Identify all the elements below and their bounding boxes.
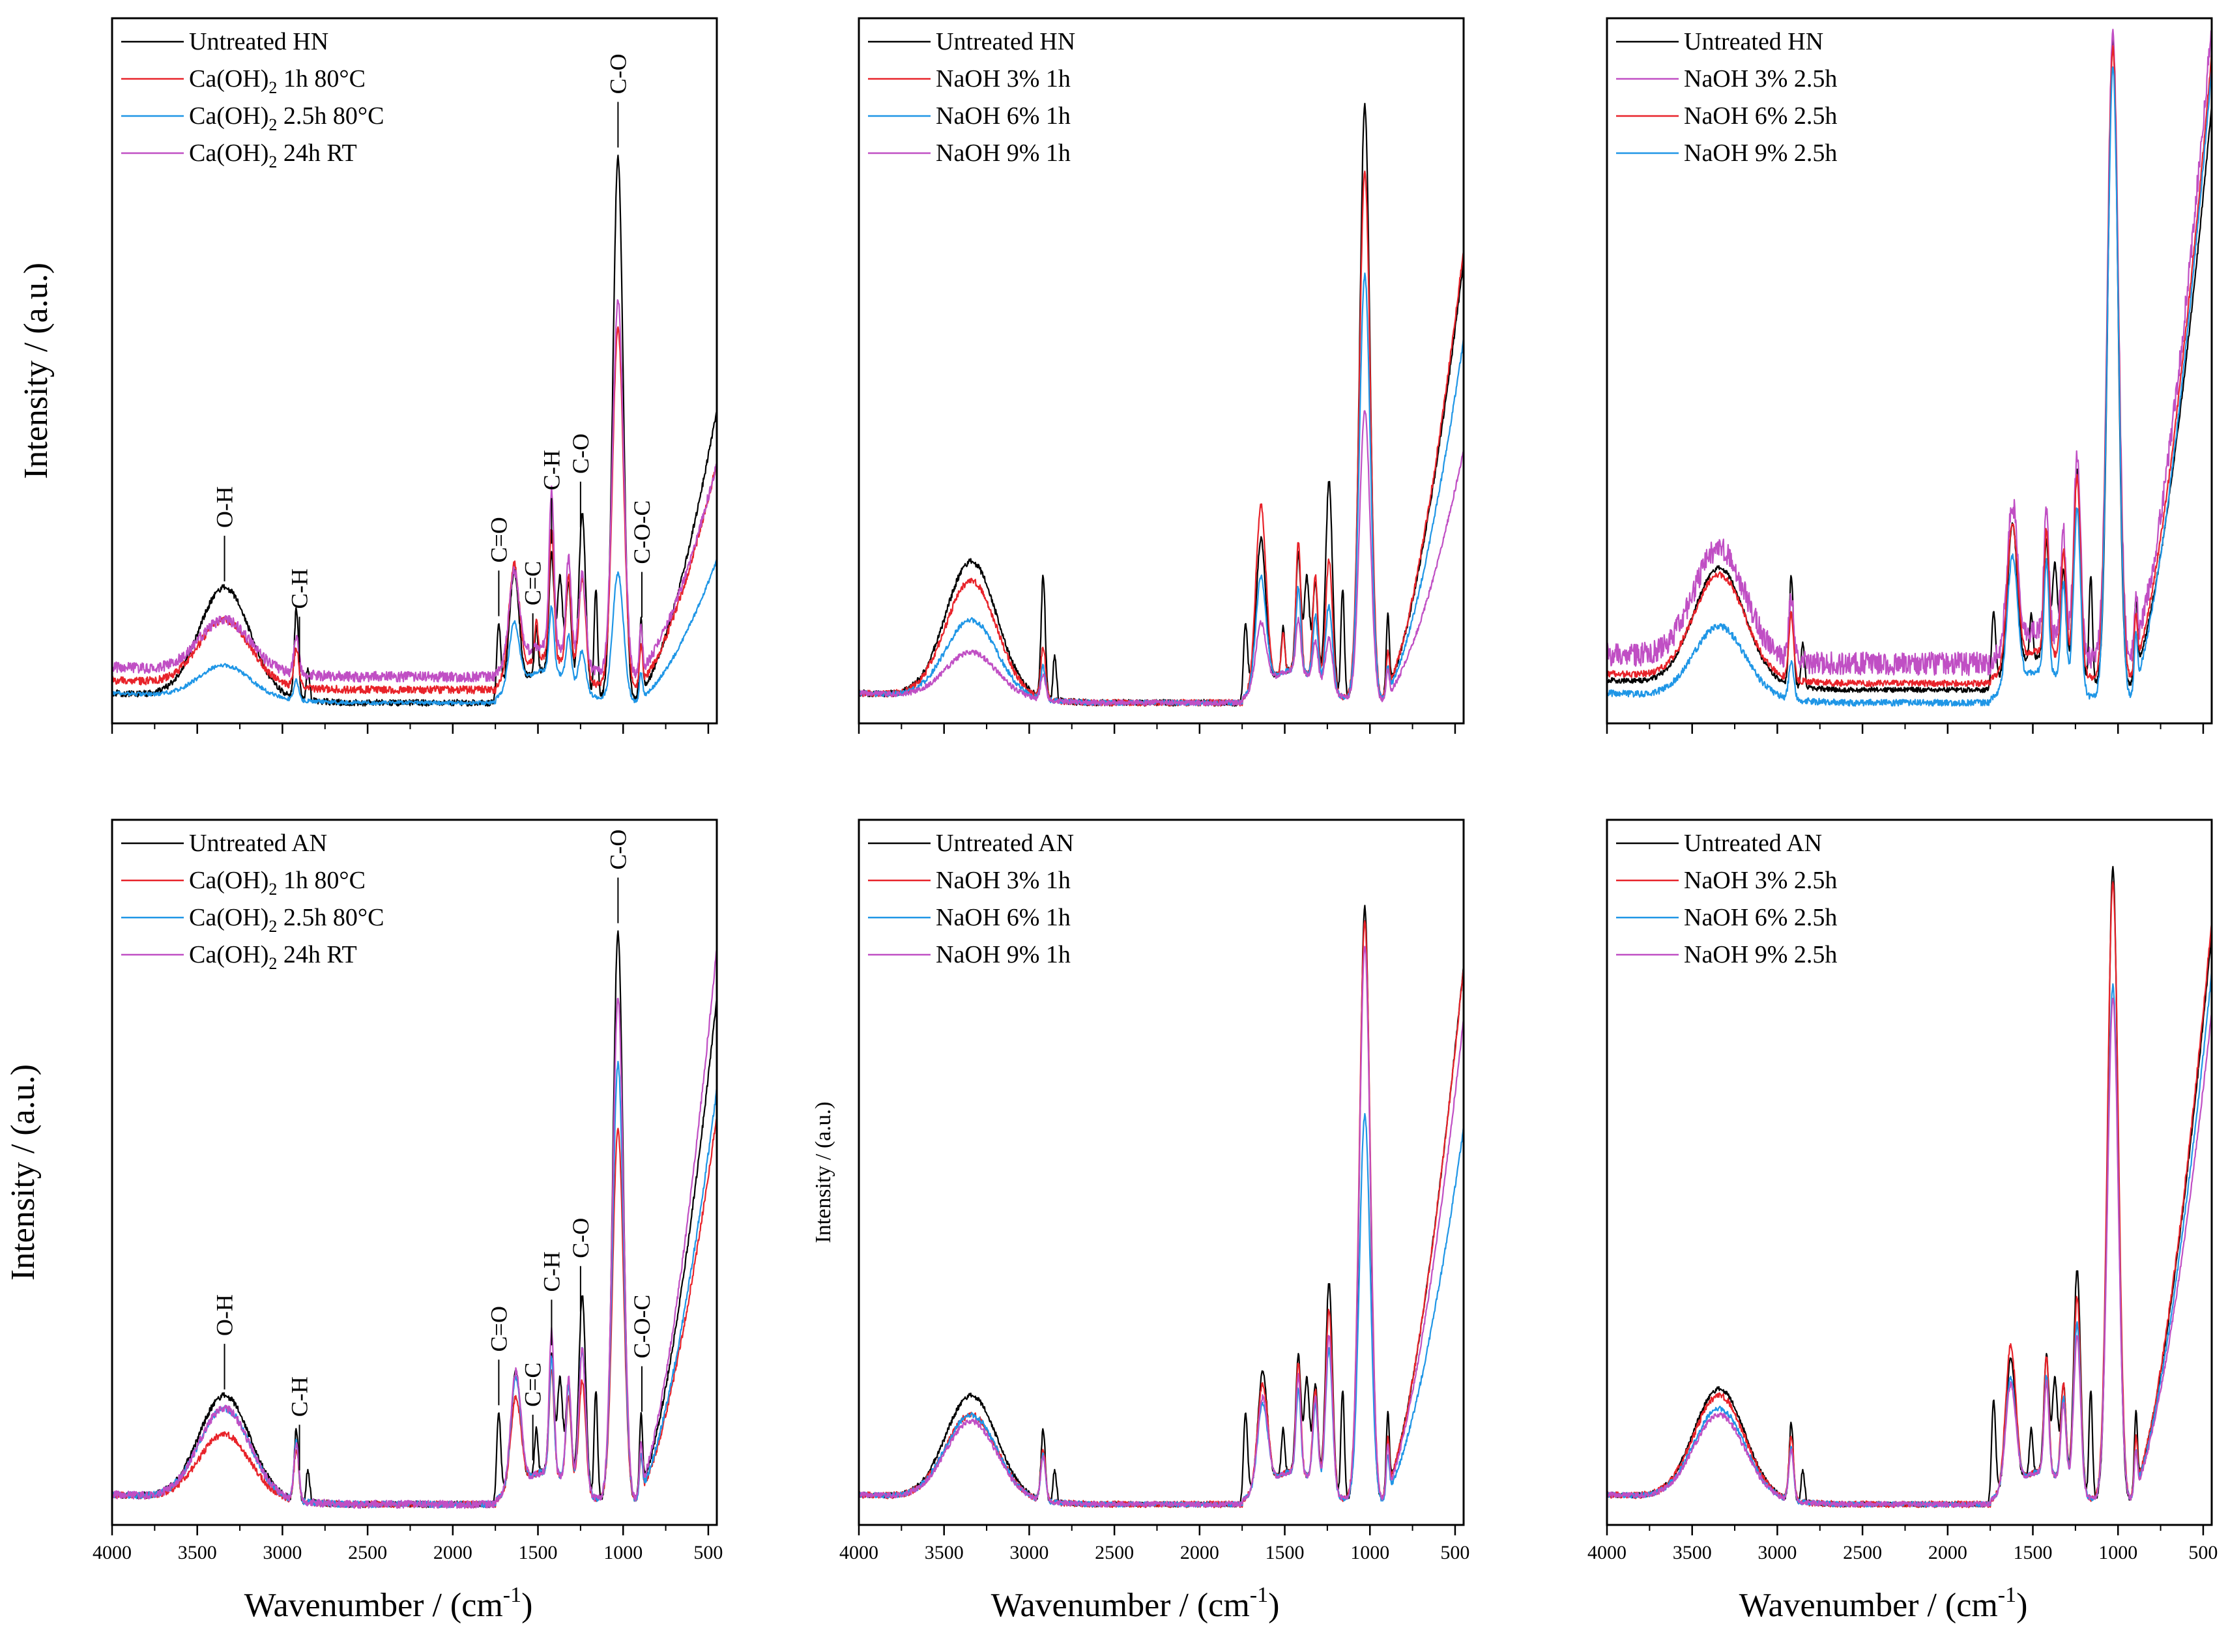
legend-label: NaOH 9% 2.5h	[1684, 941, 1837, 968]
legend-label: Untreated AN	[1684, 830, 1822, 857]
plot-frame	[111, 17, 718, 725]
annotation-label: C-O-C	[629, 1295, 655, 1359]
x-tick-label: 2500	[348, 1542, 387, 1563]
legend-label: Ca(OH)2 2.5h 80°C	[189, 904, 384, 936]
x-tick-label: 3500	[178, 1542, 217, 1563]
x-axis-label: Wavenumber / (cm-1)	[1739, 1583, 2028, 1624]
legend-label: NaOH 3% 2.5h	[1684, 65, 1837, 93]
x-tick-label: 2500	[1843, 1542, 1882, 1563]
legend-label: NaOH 6% 2.5h	[1684, 904, 1837, 931]
legend-label: Ca(OH)2 24h RT	[189, 139, 357, 171]
series-line-1	[111, 154, 717, 707]
series-line-1	[1606, 38, 2212, 693]
x-tick-label: 500	[693, 1542, 723, 1563]
x-tick-label: 1500	[2014, 1542, 2053, 1563]
annotation-label: C-O-C	[629, 500, 655, 564]
legend-label: NaOH 9% 1h	[936, 941, 1071, 968]
annotation-label: C-O	[605, 53, 631, 94]
legend-label: NaOH 6% 1h	[936, 102, 1071, 130]
annotation-label: C=O	[485, 517, 512, 562]
series-line-4	[1606, 997, 2212, 1508]
panel-5: 4000 3500 3000 2500 2000 1500 1000 500 Untreated…	[811, 819, 1469, 1624]
legend-label: Untreated AN	[936, 830, 1074, 857]
series-line-4	[858, 946, 1464, 1508]
legend-label: Untreated HN	[189, 28, 328, 55]
x-tick-label: 3000	[1009, 1542, 1049, 1563]
x-tick-label: 3000	[263, 1542, 302, 1563]
x-tick-label: 3000	[1758, 1542, 1797, 1563]
plot-frame	[1606, 819, 2213, 1526]
x-tick-label: 3500	[925, 1542, 964, 1563]
legend-label: Ca(OH)2 24h RT	[189, 941, 357, 973]
x-tick-label: 1000	[2098, 1542, 2137, 1563]
y-axis-label: Intensity / (a.u.)	[811, 1101, 835, 1243]
legend-label: NaOH 3% 2.5h	[1684, 867, 1837, 894]
panel-1: Untreated HN Ca(OH)2 1h 80°C Ca(OH)2 2.5h …	[18, 17, 718, 734]
annotation-label: C-H	[287, 568, 313, 609]
x-axis-label: Wavenumber / (cm-1)	[991, 1583, 1280, 1624]
legend-label: Untreated AN	[189, 830, 327, 857]
y-axis-label: Intensity / (a.u.)	[5, 1064, 42, 1281]
legend-label: NaOH 3% 1h	[936, 867, 1071, 894]
series-line-3	[111, 558, 717, 706]
x-tick-label: 2000	[433, 1542, 472, 1563]
series-line-4	[858, 410, 1464, 706]
legend-label: NaOH 6% 2.5h	[1684, 102, 1837, 130]
x-tick-label: 500	[1440, 1542, 1469, 1563]
x-tick-label: 4000	[93, 1542, 132, 1563]
legend-label: Untreated HN	[1684, 28, 1823, 55]
annotation-label: C-O	[568, 1218, 594, 1258]
legend-label: Ca(OH)2 1h 80°C	[189, 65, 366, 97]
panel-3: Untreated HN NaOH 3% 2.5h NaOH 6% 2.5h NaOH…	[1606, 17, 2213, 734]
series-line-3	[111, 1060, 717, 1509]
annotation-label: C-H	[538, 1251, 564, 1292]
x-axis-label: Wavenumber / (cm-1)	[244, 1583, 533, 1624]
legend-label: NaOH 3% 1h	[936, 65, 1071, 93]
x-tick-label: 3500	[1673, 1542, 1712, 1563]
annotation-label: C=C	[520, 1363, 546, 1407]
x-tick-label: 1000	[603, 1542, 643, 1563]
legend-label: Untreated HN	[936, 28, 1075, 55]
legend-label: NaOH 9% 2.5h	[1684, 139, 1837, 167]
series-line-1	[858, 905, 1464, 1508]
panel-4: 4000 3500 3000 2500 2000 1500 1000 500 Untreated…	[5, 819, 723, 1624]
x-tick-label: 1000	[1350, 1542, 1389, 1563]
plot-frame	[1606, 17, 2213, 725]
x-tick-label: 2500	[1095, 1542, 1134, 1563]
annotation-label: C-H	[287, 1376, 313, 1417]
plot-frame	[858, 819, 1465, 1526]
series-line-4	[1606, 66, 2212, 707]
annotation-label: C=C	[520, 561, 546, 605]
x-tick-label: 500	[2188, 1542, 2218, 1563]
series-line-4	[111, 949, 717, 1509]
series-line-4	[111, 299, 717, 683]
annotation-label: O-H	[212, 486, 238, 528]
x-tick-label: 4000	[1587, 1542, 1627, 1563]
panel-6: 4000 3500 3000 2500 2000 1500 1000 500 Untreated…	[1587, 819, 2218, 1624]
legend-label: NaOH 9% 1h	[936, 139, 1071, 167]
series-line-2	[1606, 881, 2212, 1509]
annotation-label: C-O	[605, 830, 631, 870]
annotation-label: C-O	[568, 433, 594, 474]
y-axis-label: Intensity / (a.u.)	[18, 263, 55, 479]
x-tick-label: 2000	[1180, 1542, 1219, 1563]
x-tick-label: 1500	[519, 1542, 558, 1563]
panel-2: Untreated HN NaOH 3% 1h NaOH 6% 1h NaOH 9% …	[858, 17, 1465, 734]
legend-label: Ca(OH)2 1h 80°C	[189, 867, 366, 899]
annotation-label: C=O	[485, 1306, 512, 1352]
plot-frame	[111, 819, 718, 1526]
annotation-label: O-H	[212, 1294, 238, 1336]
series-line-2	[858, 170, 1464, 707]
series-line-2	[858, 920, 1464, 1509]
legend-label: NaOH 6% 1h	[936, 904, 1071, 931]
x-tick-label: 2000	[1928, 1542, 1967, 1563]
annotation-label: C-H	[538, 450, 564, 490]
x-tick-label: 1500	[1266, 1542, 1305, 1563]
legend-label: Ca(OH)2 2.5h 80°C	[189, 102, 384, 134]
series-line-1	[111, 930, 717, 1509]
plot-frame	[858, 17, 1465, 725]
x-tick-label: 4000	[839, 1542, 878, 1563]
